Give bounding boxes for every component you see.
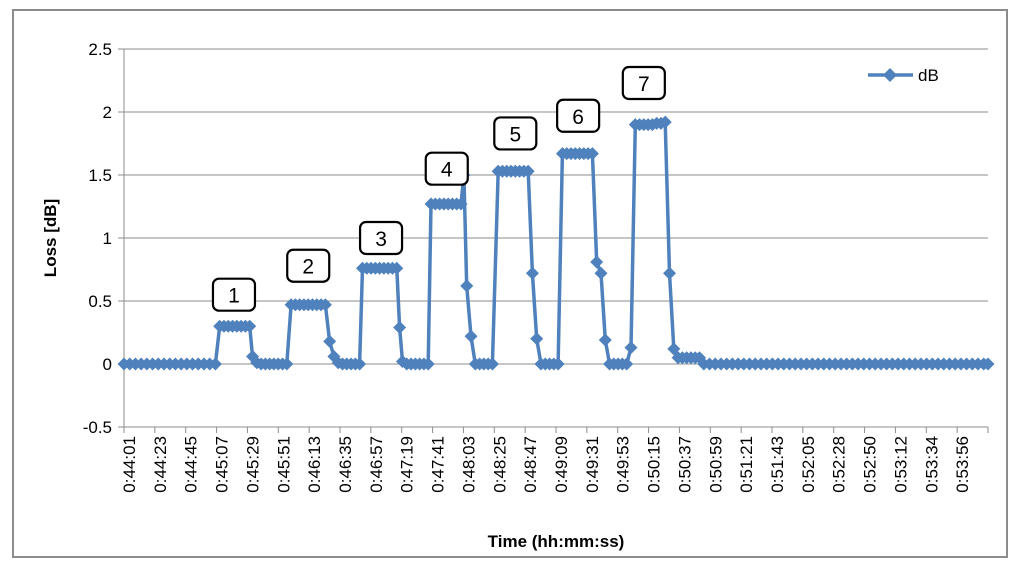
data-point [460,279,474,293]
data-point [323,334,337,348]
x-tick-label: 0:48:25 [490,436,509,493]
data-point [485,357,499,371]
data-point [421,357,435,371]
annotation-box [424,151,469,186]
x-tick-label: 0:46:13 [305,436,324,493]
x-tick-label: 0:53:56 [953,436,972,493]
x-tick-label: 0:52:05 [799,436,818,493]
x-axis-title: Time (hh:mm:ss) [488,532,625,551]
x-tick-label: 0:49:09 [552,436,571,493]
data-point [598,333,612,347]
annotation-box [358,220,404,256]
x-tick-label: 0:44:23 [151,436,170,493]
data-point [594,266,608,280]
x-tick-label: 0:52:28 [830,436,849,493]
x-tick-label: 0:52:50 [861,436,880,493]
x-tick-label: 0:44:45 [182,436,201,493]
legend-label: dB [918,66,939,85]
y-tick-label: 2 [103,103,112,122]
x-tick-label: 0:51:43 [768,436,787,493]
annotation-box [211,277,257,312]
annotation-label: 5 [509,123,521,146]
data-point [243,319,257,333]
annotation-label: 6 [572,106,584,129]
chart-frame [12,9,1008,558]
x-tick-label: 0:53:34 [922,436,941,493]
data-point [590,255,604,269]
data-point [454,197,468,211]
data-point [620,357,634,371]
x-tick-label: 0:51:21 [737,436,756,493]
data-point [208,357,222,371]
x-tick-label: 0:48:03 [459,436,478,493]
data-point [530,332,544,346]
x-tick-label: 0:50:59 [706,436,725,493]
annotation-label: 3 [375,228,387,251]
x-tick-label: 0:44:01 [120,436,139,493]
legend: dB [868,66,939,85]
data-point [521,164,535,178]
x-tick-label: 0:53:12 [891,436,910,493]
x-tick-label: 0:45:29 [243,436,262,493]
legend-marker [883,68,897,82]
x-tick-label: 0:50:37 [675,436,694,493]
annotation-box [493,116,538,151]
data-point [318,298,332,312]
x-tick-label: 0:46:35 [336,436,355,493]
annotation-box [286,248,331,283]
data-point [464,329,478,343]
x-tick-label: 0:50:15 [645,436,664,493]
x-tick-label: 0:47:41 [429,436,448,493]
y-tick-label: 0 [103,355,112,374]
x-tick-label: 0:46:57 [367,436,386,493]
data-point [658,115,672,129]
annotation-box [621,65,666,101]
y-tick-label: 1 [103,229,112,248]
data-point [585,147,599,161]
data-point [624,341,638,355]
annotation-box [556,98,601,133]
x-tick-label: 0:45:07 [213,436,232,493]
x-tick-label: 0:47:19 [398,436,417,493]
x-tick-label: 0:49:31 [583,436,602,493]
data-point [280,357,294,371]
y-tick-label: 0.5 [88,292,112,311]
x-tick-label: 0:48:47 [521,436,540,493]
x-tick-label: 0:45:51 [274,436,293,493]
data-point [981,357,995,371]
data-point [353,357,367,371]
data-point [390,261,404,275]
data-point [551,357,565,371]
data-point [667,342,681,356]
annotation-label: 7 [638,73,650,96]
annotation-label: 1 [228,285,240,308]
x-tick-label: 0:49:53 [614,436,633,493]
y-axis-title: Loss [dB] [41,199,60,277]
annotation-label: 4 [441,159,453,182]
y-tick-label: -0.5 [83,418,112,437]
data-point [663,266,677,280]
data-point [525,266,539,280]
y-tick-label: 1.5 [88,166,112,185]
annotation-label: 2 [302,256,314,279]
y-tick-label: 2.5 [88,40,112,59]
data-point [393,320,407,334]
